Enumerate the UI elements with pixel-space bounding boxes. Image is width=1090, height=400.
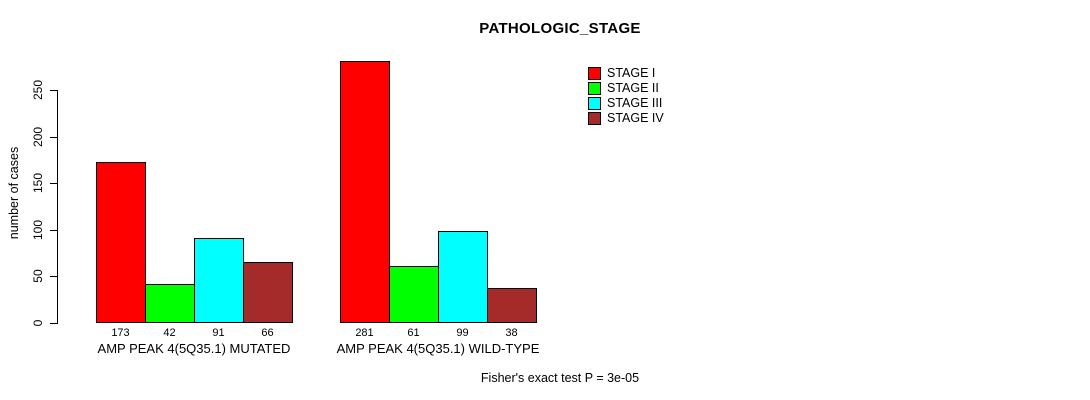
y-axis-label: number of cases (7, 146, 21, 240)
y-tick-mark (50, 183, 57, 185)
chart-title: PATHOLOGIC_STAGE (479, 20, 641, 37)
group-label: AMP PEAK 4(5Q35.1) WILD-TYPE (336, 341, 540, 356)
bar-stage-iv (243, 261, 293, 323)
legend-swatch-stage-iv (588, 112, 601, 125)
y-tick-mark (50, 136, 57, 138)
legend-swatch-stage-i (588, 67, 601, 80)
y-tick-mark (50, 90, 57, 91)
legend-label: STAGE III (607, 96, 663, 110)
bar-value-label: 42 (163, 327, 176, 339)
bar-stage-ii (145, 283, 195, 323)
y-tick-label: 0 (31, 319, 45, 327)
legend-label: STAGE I (607, 66, 656, 80)
legend-item: STAGE III (588, 96, 664, 111)
bar-stage-iii (194, 238, 244, 323)
legend-label: STAGE IV (607, 111, 664, 125)
bar-value-label: 173 (111, 327, 130, 339)
y-tick-mark (50, 323, 57, 324)
legend-item: STAGE I (588, 66, 664, 81)
y-axis-line (57, 90, 58, 324)
bar-stage-i (340, 61, 390, 323)
group-label: AMP PEAK 4(5Q35.1) MUTATED (97, 341, 291, 356)
y-tick-mark (50, 229, 57, 231)
bar-stage-iii (438, 230, 488, 323)
legend-swatch-stage-ii (588, 82, 601, 95)
bar-stage-i (96, 161, 146, 323)
bar-stage-ii (389, 266, 439, 323)
y-tick-label: 50 (31, 269, 45, 284)
y-tick-label: 150 (31, 173, 45, 194)
y-tick-mark (50, 276, 57, 278)
y-tick-label: 100 (31, 219, 45, 240)
legend-item: STAGE II (588, 81, 664, 96)
bar-stage-iv (487, 287, 537, 323)
bar-value-label: 66 (261, 327, 274, 339)
legend-label: STAGE II (607, 81, 659, 95)
bar-value-label: 38 (505, 327, 518, 339)
bar-value-label: 99 (456, 327, 469, 339)
legend-swatch-stage-iii (588, 97, 601, 110)
bar-value-label: 91 (212, 327, 225, 339)
fisher-test-annotation: Fisher's exact test P = 3e-05 (480, 371, 640, 385)
y-tick-label: 250 (31, 79, 45, 101)
legend-item: STAGE IV (588, 111, 664, 126)
bar-value-label: 281 (355, 327, 374, 339)
legend: STAGE I STAGE II STAGE III STAGE IV (588, 66, 664, 126)
y-tick-label: 200 (31, 126, 45, 147)
bar-value-label: 61 (407, 327, 420, 339)
